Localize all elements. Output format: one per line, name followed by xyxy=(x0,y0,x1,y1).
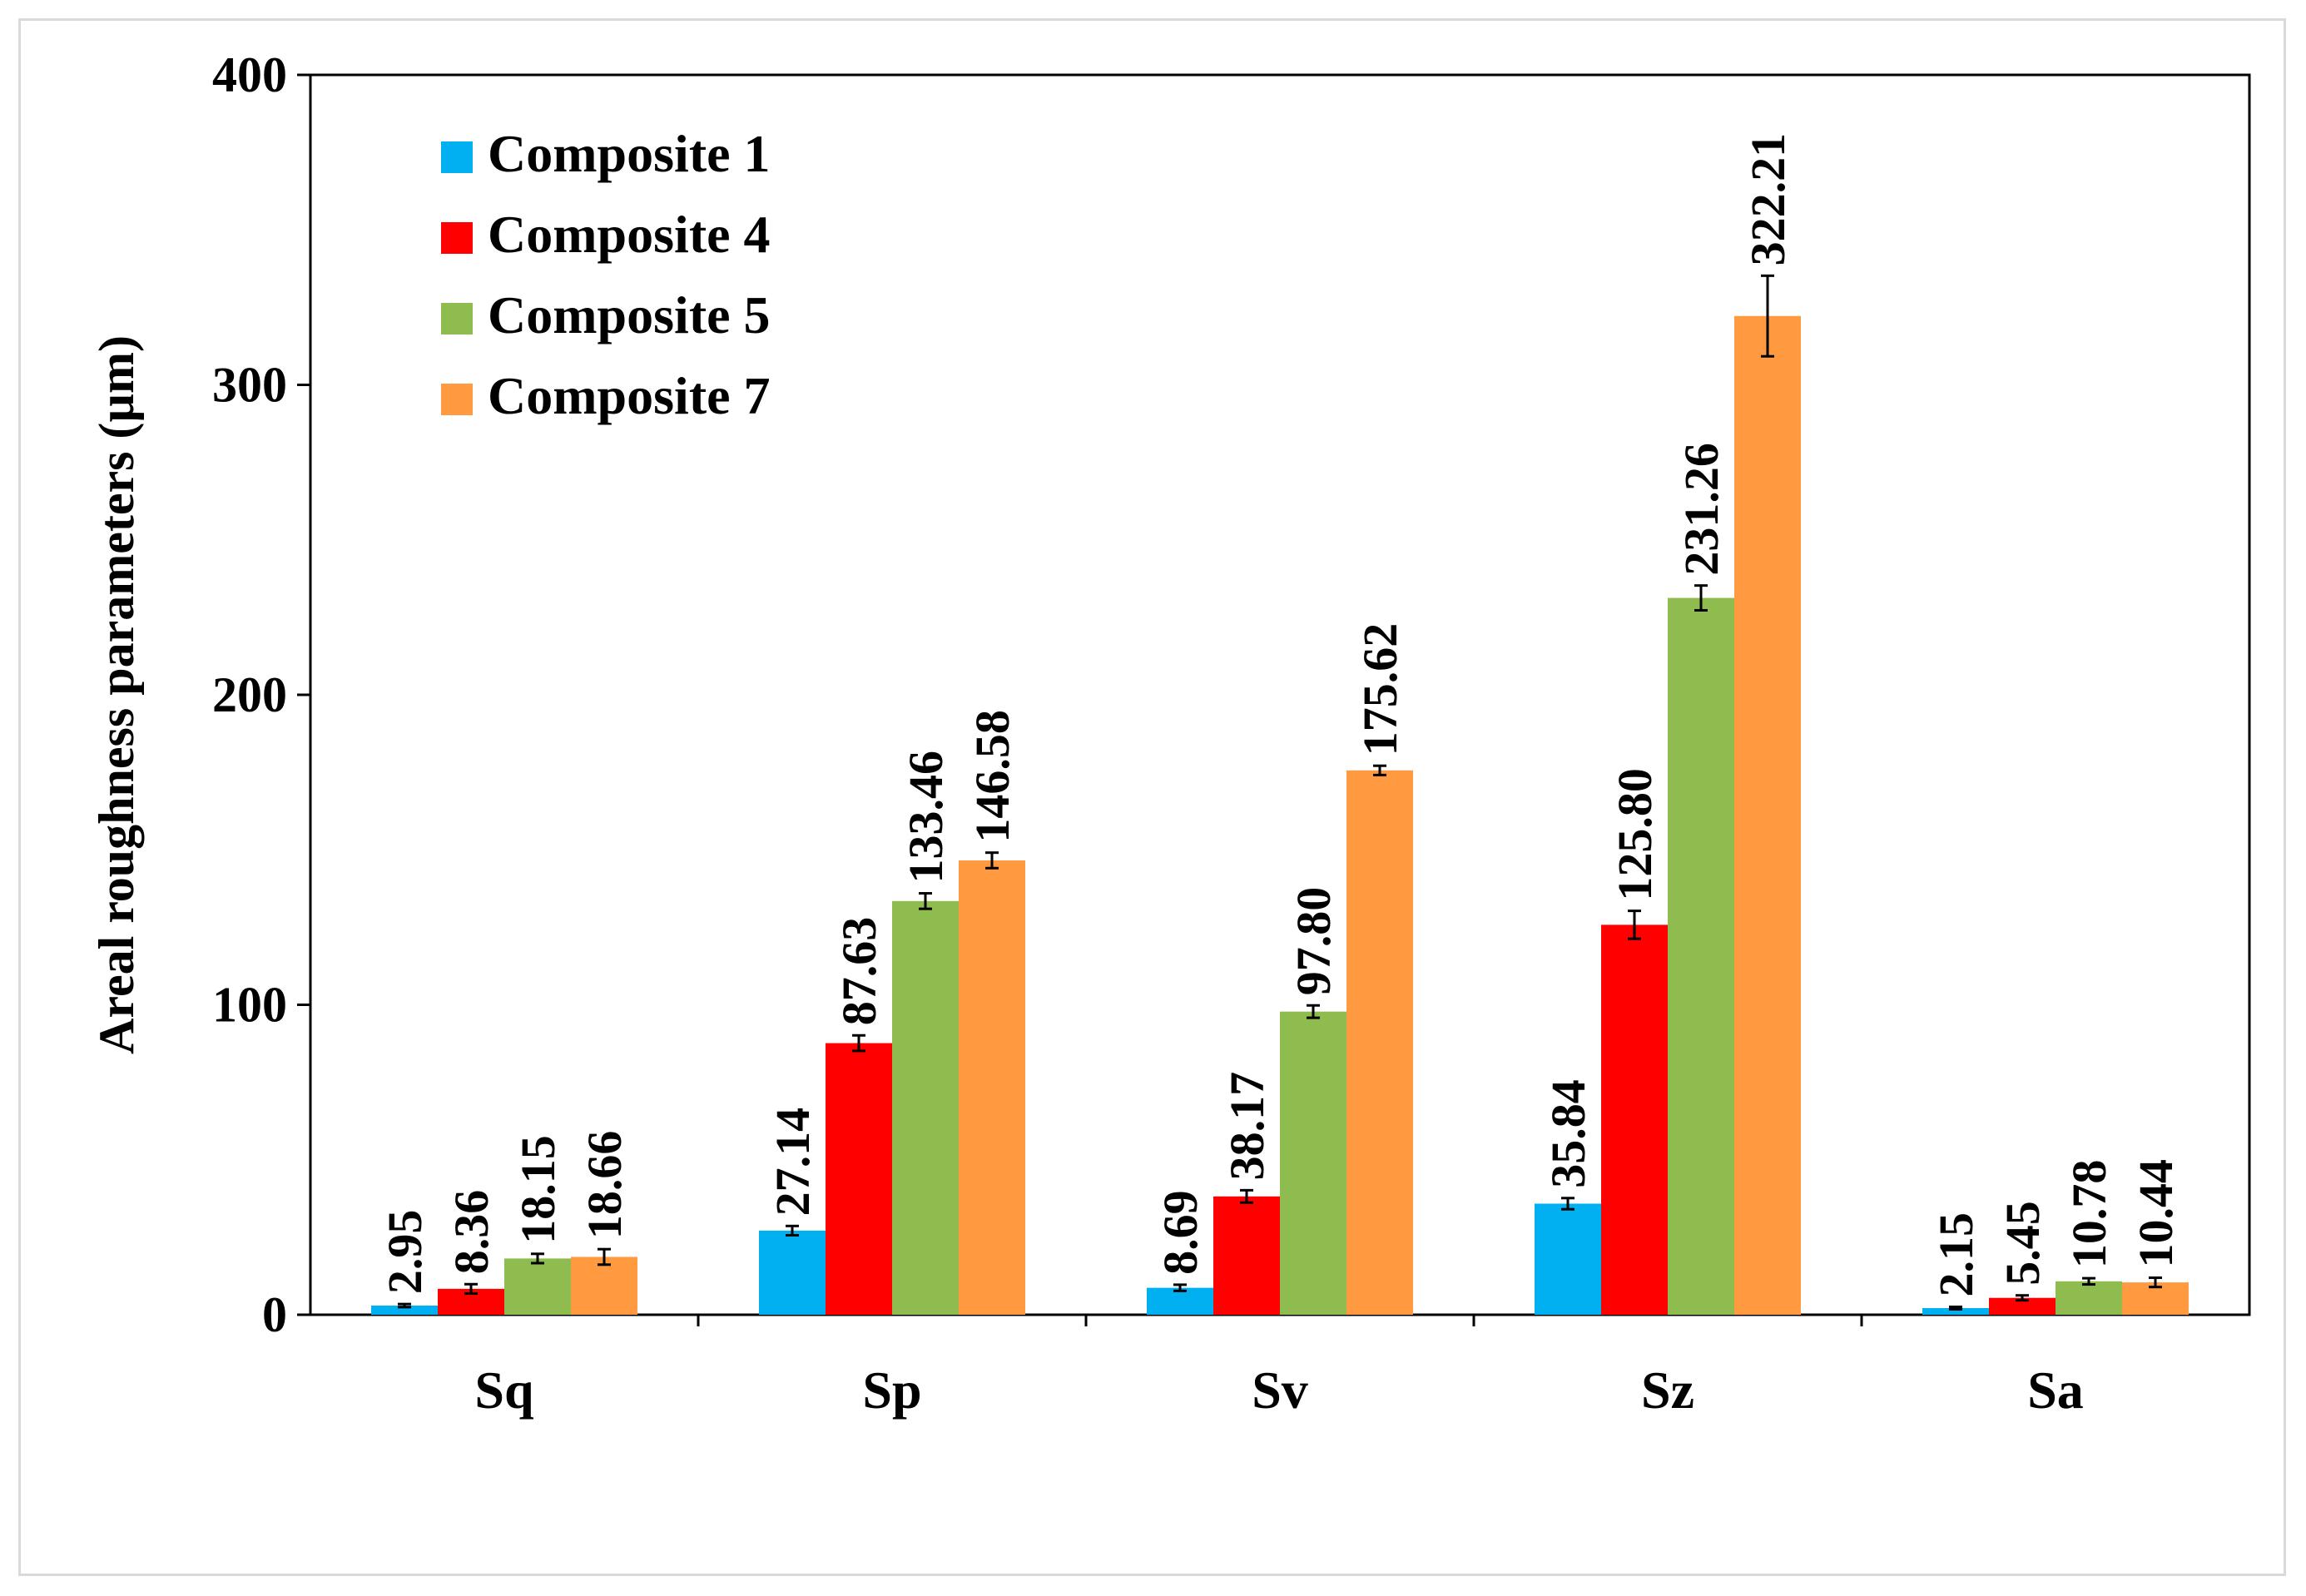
y-tick-label: 200 xyxy=(212,667,287,722)
legend-swatch-composite-7 xyxy=(441,384,473,415)
bar-composite-4-sv xyxy=(1213,1196,1280,1315)
data-label: 10.44 xyxy=(2129,1159,2183,1268)
legend-label-composite-4: Composite 4 xyxy=(488,205,771,264)
bar-composite-1-sp xyxy=(759,1230,826,1315)
y-tick-label: 0 xyxy=(262,1287,287,1342)
bar-composite-7-sp xyxy=(959,860,1025,1315)
data-label: 146.58 xyxy=(965,710,1019,843)
x-tick-label-sz: Sz xyxy=(1641,1361,1694,1420)
data-label: 18.15 xyxy=(511,1135,565,1244)
bar-composite-5-sp xyxy=(892,900,959,1315)
data-label: 35.84 xyxy=(1541,1079,1595,1188)
x-tick-label-sa: Sa xyxy=(2027,1361,2084,1420)
bar-composite-7-sz xyxy=(1734,315,1801,1315)
bar-composite-4-sa xyxy=(1989,1297,2056,1315)
data-label: 97.80 xyxy=(1287,887,1341,996)
data-label: 2.95 xyxy=(378,1210,432,1295)
bar-composite-1-sq xyxy=(371,1306,438,1315)
data-label: 231.26 xyxy=(1674,443,1728,576)
bar-composite-1-sv xyxy=(1147,1287,1213,1315)
x-tick-label-sp: Sp xyxy=(862,1361,921,1420)
data-label: 8.69 xyxy=(1153,1190,1208,1275)
bar-composite-5-sq xyxy=(504,1258,571,1315)
data-label: 5.45 xyxy=(1996,1201,2050,1286)
legend-label-composite-1: Composite 1 xyxy=(488,124,771,183)
bar-composite-1-sz xyxy=(1535,1203,1601,1315)
data-label: 2.15 xyxy=(1929,1212,1983,1297)
data-label: 18.66 xyxy=(578,1131,632,1240)
bar-composite-7-sv xyxy=(1346,770,1413,1315)
legend-swatch-composite-1 xyxy=(441,141,473,173)
data-label: 133.46 xyxy=(899,751,953,884)
bar-composite-5-sa xyxy=(2056,1281,2122,1315)
data-label: 125.80 xyxy=(1608,768,1662,901)
x-tick-label-sq: Sq xyxy=(474,1361,533,1420)
bar-composite-4-sz xyxy=(1601,924,1668,1315)
y-tick-label: 100 xyxy=(212,978,287,1033)
y-tick-label: 400 xyxy=(212,47,287,102)
data-label: 10.78 xyxy=(2062,1160,2116,1269)
data-label: 87.63 xyxy=(832,917,886,1026)
chart-frame xyxy=(18,18,2286,1576)
bar-composite-1-sa xyxy=(1922,1307,1989,1315)
bar-composite-4-sp xyxy=(826,1043,892,1315)
x-tick-label-sv: Sv xyxy=(1252,1361,1308,1420)
legend-swatch-composite-5 xyxy=(441,303,473,335)
data-label: 175.62 xyxy=(1353,623,1407,756)
bar-composite-7-sq xyxy=(571,1256,637,1315)
legend-label-composite-7: Composite 7 xyxy=(488,366,771,425)
data-label: 8.36 xyxy=(444,1190,498,1275)
y-axis-title: Areal roughness parameters (µm) xyxy=(89,335,144,1054)
data-label: 322.21 xyxy=(1741,133,1795,266)
data-label: 27.14 xyxy=(766,1108,820,1217)
legend-swatch-composite-4 xyxy=(441,222,473,254)
data-label: 38.17 xyxy=(1220,1072,1274,1181)
y-tick-label: 300 xyxy=(212,358,287,413)
bar-composite-5-sz xyxy=(1668,597,1734,1315)
bar-composite-5-sv xyxy=(1280,1011,1346,1315)
legend-label-composite-5: Composite 5 xyxy=(488,285,771,344)
